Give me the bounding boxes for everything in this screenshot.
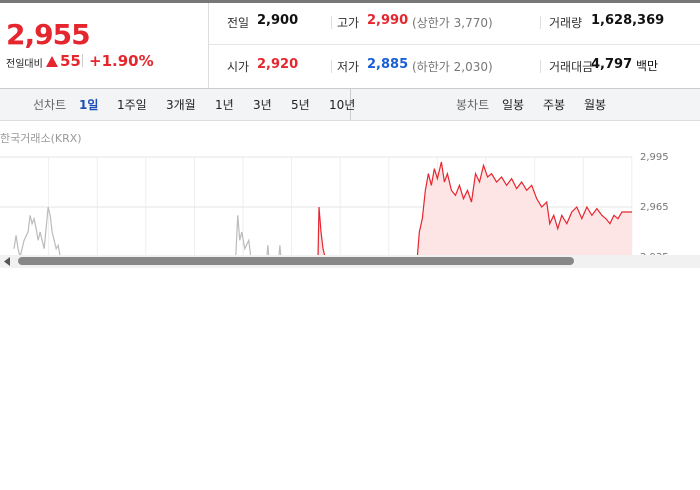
separator [540, 16, 541, 29]
stat-value: 1,628,369 [591, 13, 665, 28]
source: 한국거래소(KRX) [0, 132, 82, 145]
scroll-thumb[interactable] [18, 257, 574, 265]
y-tick-label: 2,935 [640, 252, 669, 255]
stat-value: 2,990 [367, 13, 409, 28]
tab[interactable]: 월봉 [584, 98, 607, 112]
tab-label: 선차트 [33, 98, 67, 112]
stat-label: 거래량 [549, 16, 583, 30]
up-arrow [46, 56, 58, 67]
chart: 2,995 2,965 2,935 [0, 152, 669, 255]
stat-value: 2,900 [257, 13, 299, 28]
tab-divider [350, 89, 351, 120]
line [317, 161, 632, 255]
tab[interactable]: 일봉 [502, 98, 525, 112]
line [13, 206, 282, 255]
y-tick-label: 2,995 [640, 152, 669, 163]
row-divider [209, 44, 700, 45]
tab[interactable]: 주봉 [543, 98, 566, 112]
quote-box: 2,955 전일대비 55 +1.90% [0, 3, 209, 88]
stat-value: 2,920 [257, 57, 299, 72]
price: 2,955 [6, 18, 91, 51]
tab[interactable]: 3개월 [166, 98, 196, 112]
stat-value: 4,797 [591, 57, 633, 72]
separator [331, 60, 332, 73]
stat-extra: (상한가 3,770) [412, 16, 493, 30]
top-strip [0, 0, 700, 3]
stat-label: 전일 [227, 16, 250, 30]
y-tick-label: 2,965 [640, 202, 669, 213]
tab[interactable]: 1주일 [117, 98, 147, 112]
stat-value: 2,885 [367, 57, 409, 72]
tab[interactable]: 5년 [291, 98, 310, 112]
scroll-left[interactable] [4, 257, 12, 266]
stat-label: 저가 [337, 60, 360, 74]
tab[interactable]: 1일 [79, 98, 99, 112]
stat-extra: (하한가 2,030) [412, 60, 493, 74]
tab-label: 봉차트 [456, 98, 490, 112]
tab-bar [0, 88, 700, 121]
scrollbar[interactable] [0, 255, 700, 268]
stat-label: 고가 [337, 16, 360, 30]
separator [82, 54, 83, 67]
area-fill [318, 162, 632, 255]
separator [331, 16, 332, 29]
stat-label: 시가 [227, 60, 250, 74]
change-pct: +1.90% [89, 52, 154, 70]
change-label: 전일대비 [6, 59, 43, 70]
stat-unit: 백만 [636, 59, 659, 73]
stat-label: 거래대금 [549, 60, 594, 74]
tab[interactable]: 10년 [329, 98, 356, 112]
tab[interactable]: 3년 [253, 98, 272, 112]
separator [540, 60, 541, 73]
tab[interactable]: 1년 [215, 98, 234, 112]
change: 55 [60, 52, 81, 70]
